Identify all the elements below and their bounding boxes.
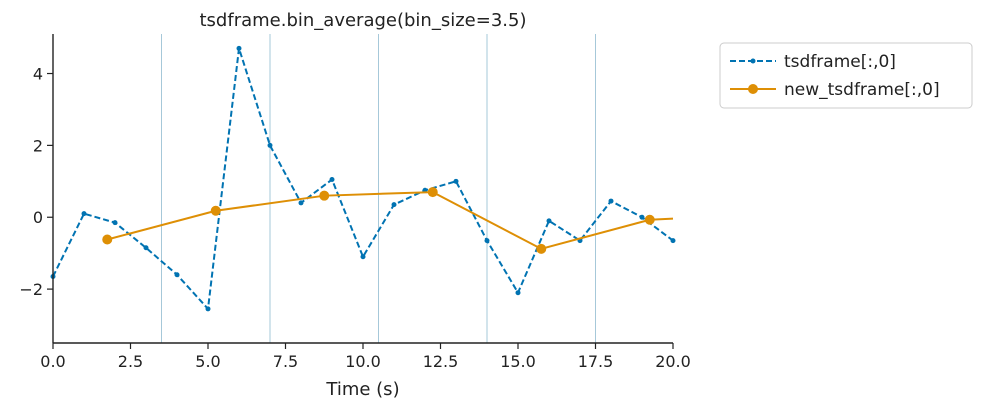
data-point [427,187,438,198]
data-point [267,142,273,148]
series-tsdframe [50,45,676,312]
y-ticks: −2 0 2 4 [19,65,53,299]
data-point [360,254,366,260]
legend-label-new-tsdframe: new_tsdframe[:,0] [784,80,940,100]
data-point [453,178,459,184]
legend-marker-new-tsdframe [748,84,758,94]
data-point [670,238,676,244]
data-point [639,214,645,220]
legend-marker-tsdframe [750,58,756,64]
data-point [319,190,330,201]
x-tick-label: 10.0 [345,352,381,371]
x-tick-label: 0.0 [40,352,65,371]
legend: tsdframe[:,0] new_tsdframe[:,0] [719,42,973,109]
data-point [536,243,547,254]
data-point [210,205,221,216]
data-point [143,245,149,251]
data-point [644,214,655,225]
x-tick-label: 5.0 [195,352,220,371]
data-point [205,306,211,312]
x-tick-label: 17.5 [578,352,614,371]
data-point [298,200,304,206]
data-point [515,290,521,296]
x-tick-label: 2.5 [118,352,143,371]
data-point [484,238,490,244]
data-point [174,272,180,278]
x-tick-label: 7.5 [273,352,298,371]
data-point [391,202,397,208]
data-point [546,218,552,224]
series-line [52,48,674,312]
bin-lines [161,34,596,343]
y-tick-label: 2 [33,136,43,155]
data-point [329,177,335,183]
y-tick-label: 4 [33,65,43,84]
x-axis-label: Time (s) [325,379,399,400]
data-point [112,220,118,226]
data-point [608,198,614,204]
y-tick-label: −2 [19,280,43,299]
legend-frame [719,42,973,109]
data-point [102,234,113,245]
legend-label-tsdframe: tsdframe[:,0] [784,52,896,72]
x-tick-label: 12.5 [423,352,459,371]
x-tick-label: 20.0 [655,352,691,371]
series-new-tsdframe [102,187,674,254]
x-ticks: 0.0 2.5 5.0 7.5 10.0 12.5 15.0 17.5 20.0 [40,343,691,371]
series-layer [50,45,676,312]
chart-title: tsdframe.bin_average(bin_size=3.5) [200,10,527,31]
data-point [81,211,87,217]
y-tick-label: 0 [33,208,43,227]
x-tick-label: 15.0 [500,352,536,371]
axes [52,34,673,344]
data-point [236,45,242,51]
series-line [106,191,674,250]
